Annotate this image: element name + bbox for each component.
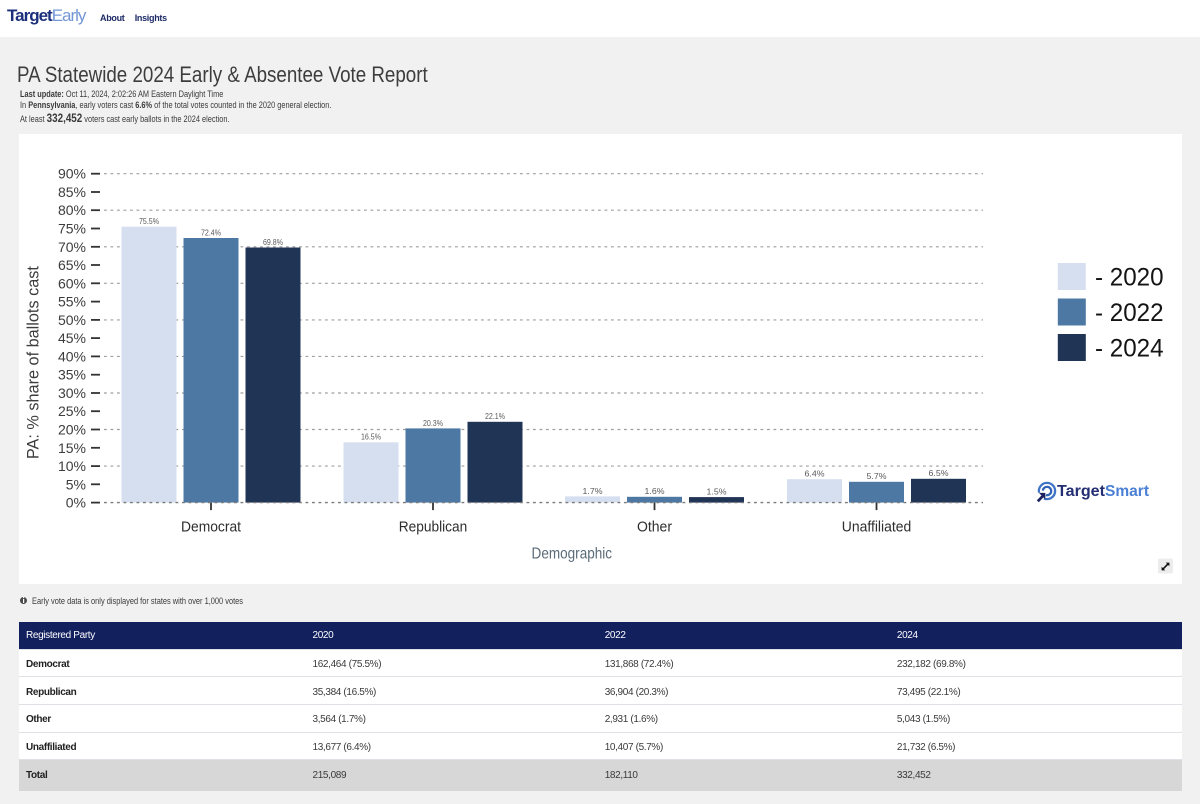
- svg-text:69.8%: 69.8%: [263, 237, 283, 247]
- svg-text:6.4%: 6.4%: [805, 469, 825, 479]
- svg-text:20.3%: 20.3%: [423, 418, 443, 428]
- svg-text:35%: 35%: [58, 367, 86, 383]
- svg-text:Smart: Smart: [1105, 483, 1149, 500]
- svg-text:65%: 65%: [58, 257, 86, 273]
- svg-text:25%: 25%: [58, 403, 86, 419]
- svg-text:50%: 50%: [58, 312, 86, 328]
- svg-text:55%: 55%: [58, 294, 86, 310]
- svg-text:- 2024: - 2024: [1095, 335, 1164, 363]
- svg-text:75%: 75%: [58, 221, 86, 237]
- svg-text:0%: 0%: [66, 495, 86, 511]
- svg-text:5%: 5%: [66, 476, 86, 492]
- svg-text:Republican: Republican: [399, 519, 468, 536]
- svg-text:Other: Other: [637, 519, 672, 536]
- svg-text:Unaffiliated: Unaffiliated: [842, 519, 912, 536]
- svg-text:Demographic: Demographic: [532, 546, 613, 563]
- svg-text:70%: 70%: [58, 239, 86, 255]
- svg-text:16.5%: 16.5%: [361, 432, 381, 442]
- svg-text:22.1%: 22.1%: [485, 411, 505, 421]
- svg-text:75.5%: 75.5%: [139, 216, 159, 226]
- svg-text:20%: 20%: [58, 422, 86, 438]
- svg-text:- 2022: - 2022: [1095, 299, 1164, 327]
- svg-text:72.4%: 72.4%: [201, 227, 221, 237]
- svg-text:PA: % share of ballots cast: PA: % share of ballots cast: [25, 266, 43, 459]
- svg-text:Target: Target: [1057, 483, 1105, 500]
- svg-text:6.5%: 6.5%: [929, 468, 949, 478]
- svg-text:80%: 80%: [58, 202, 86, 218]
- svg-text:30%: 30%: [58, 385, 86, 401]
- svg-text:Early vote data is only displa: Early vote data is only displayed for st…: [32, 596, 243, 606]
- svg-text:60%: 60%: [58, 275, 86, 291]
- svg-text:1.5%: 1.5%: [707, 487, 727, 497]
- svg-text:45%: 45%: [58, 330, 86, 346]
- svg-text:15%: 15%: [58, 440, 86, 456]
- svg-text:90%: 90%: [58, 166, 86, 182]
- svg-text:1.6%: 1.6%: [645, 486, 665, 496]
- svg-text:40%: 40%: [58, 348, 86, 364]
- svg-text:85%: 85%: [58, 184, 86, 200]
- svg-text:5.7%: 5.7%: [867, 471, 887, 481]
- svg-text:10%: 10%: [58, 458, 86, 474]
- svg-text:1.7%: 1.7%: [583, 486, 603, 496]
- svg-text:Democrat: Democrat: [181, 519, 242, 536]
- svg-text:- 2020: - 2020: [1095, 264, 1164, 292]
